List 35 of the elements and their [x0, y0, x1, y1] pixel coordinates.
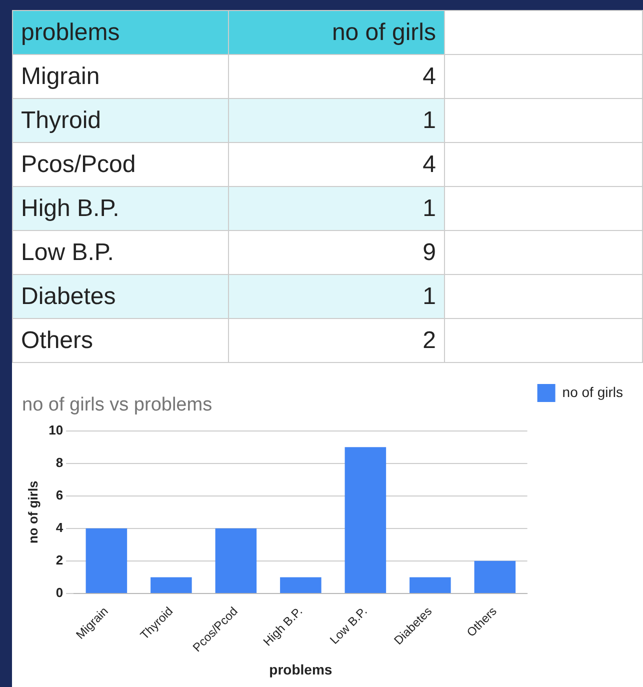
category-label: Low B.P. — [12, 230, 228, 274]
bar — [474, 560, 516, 593]
data-label: 9 — [228, 230, 444, 274]
category-label: High B.P. — [12, 186, 228, 230]
data-label: 1 — [228, 274, 444, 318]
text: no of girls — [228, 10, 444, 54]
y-tick-label: 2 — [56, 552, 64, 568]
bar — [86, 528, 128, 593]
bar — [215, 528, 257, 593]
bar — [410, 577, 451, 593]
category-label: Thyroid — [12, 98, 228, 142]
category-label: Others — [12, 318, 228, 362]
category-label: Pcos/Pcod — [12, 142, 228, 186]
bar — [344, 447, 386, 593]
data-label: 4 — [228, 142, 444, 186]
data-label: 1 — [228, 186, 444, 230]
x-tick-label: High B.P. — [260, 604, 306, 649]
chart-title: no of girls vs problems — [22, 394, 212, 416]
text: problems — [12, 10, 228, 54]
legend-label: no of girls — [562, 384, 624, 400]
category-label: Diabetes — [12, 274, 228, 318]
data-label: 2 — [228, 318, 444, 362]
data-label: 4 — [228, 54, 444, 98]
data-label: 1 — [228, 98, 444, 142]
bar — [280, 577, 322, 593]
y-tick-label: 4 — [56, 520, 64, 535]
x-axis-title: problems — [269, 661, 332, 678]
y-tick-label: 0 — [56, 585, 64, 600]
y-axis-title: no of girls — [25, 480, 40, 544]
y-tick-label: 8 — [56, 454, 64, 470]
x-tick-label: Low B.P. — [327, 604, 370, 647]
y-tick-label: 10 — [48, 422, 64, 438]
category-label: Migrain — [12, 54, 228, 98]
y-tick-label: 6 — [56, 487, 64, 502]
bar — [150, 577, 192, 593]
